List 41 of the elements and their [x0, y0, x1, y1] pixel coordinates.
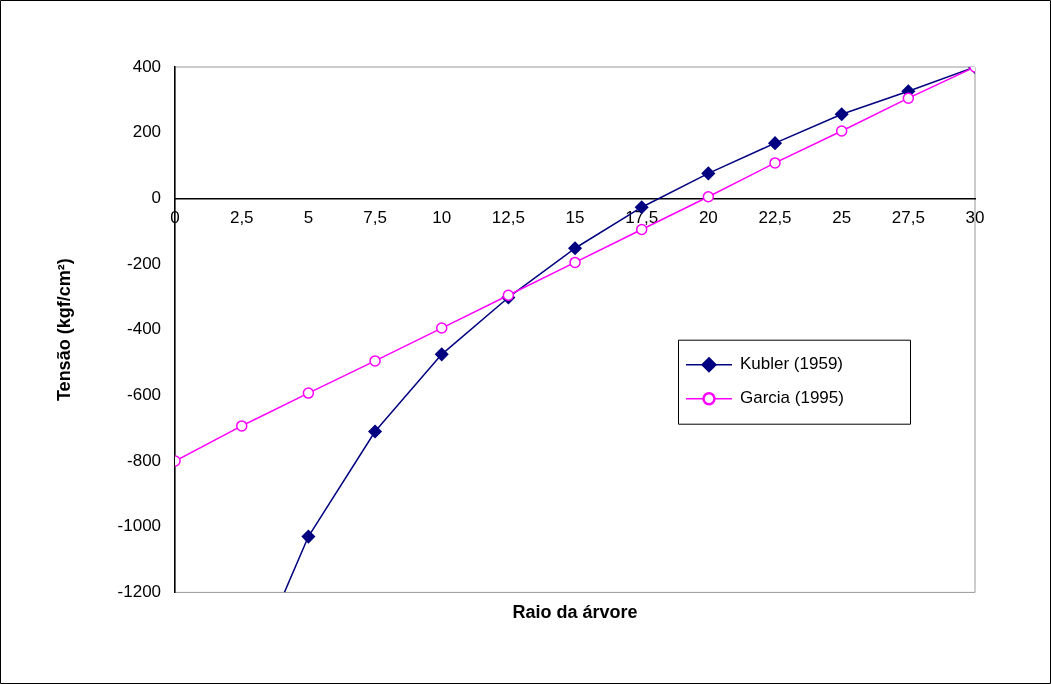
point: [701, 166, 716, 181]
point: [368, 424, 382, 439]
y-axis-title: Tensão (kgf/cm²): [53, 258, 74, 402]
point: [434, 347, 449, 362]
point: [435, 322, 448, 334]
point: [235, 420, 248, 432]
y-tick-label: -1200: [117, 582, 162, 602]
y-tick-label: -200: [127, 253, 162, 273]
x-tick-label: 22,5: [758, 208, 792, 228]
x-tick-label: 20: [698, 208, 718, 228]
x-tick-label: 30: [965, 208, 985, 228]
point: [902, 92, 915, 104]
point: [769, 157, 781, 169]
y-tick-label: -1000: [117, 516, 162, 536]
point: [568, 241, 582, 256]
y-tick-label: -600: [127, 385, 162, 405]
point: [502, 289, 515, 301]
point: [835, 125, 848, 137]
point: [302, 387, 315, 399]
point: [768, 136, 782, 150]
x-tick-label: 27,5: [891, 208, 925, 228]
legend-label: Garcia (1995): [740, 388, 844, 408]
legend-label: Kubler (1959): [740, 354, 844, 374]
y-tick-label: 200: [132, 122, 162, 142]
x-tick-label: 25: [832, 208, 852, 228]
x-tick-label: 5: [303, 208, 314, 228]
y-tick-label: -400: [127, 319, 162, 339]
x-tick-label: 2,5: [229, 208, 254, 228]
point: [369, 355, 381, 367]
x-tick-label: 7,5: [363, 208, 387, 228]
point: [834, 107, 849, 122]
y-tick-label: 400: [132, 56, 162, 76]
point: [569, 256, 581, 269]
x-tick-label: 15: [565, 208, 585, 228]
x-tick-label: 12,5: [491, 208, 525, 228]
y-tick-label: 0: [151, 188, 162, 208]
x-tick-label: 10: [432, 208, 452, 228]
point: [301, 529, 316, 544]
point: [702, 190, 715, 203]
y-tick-label: -800: [127, 450, 162, 470]
x-axis-title: Raio da árvore: [512, 602, 638, 623]
